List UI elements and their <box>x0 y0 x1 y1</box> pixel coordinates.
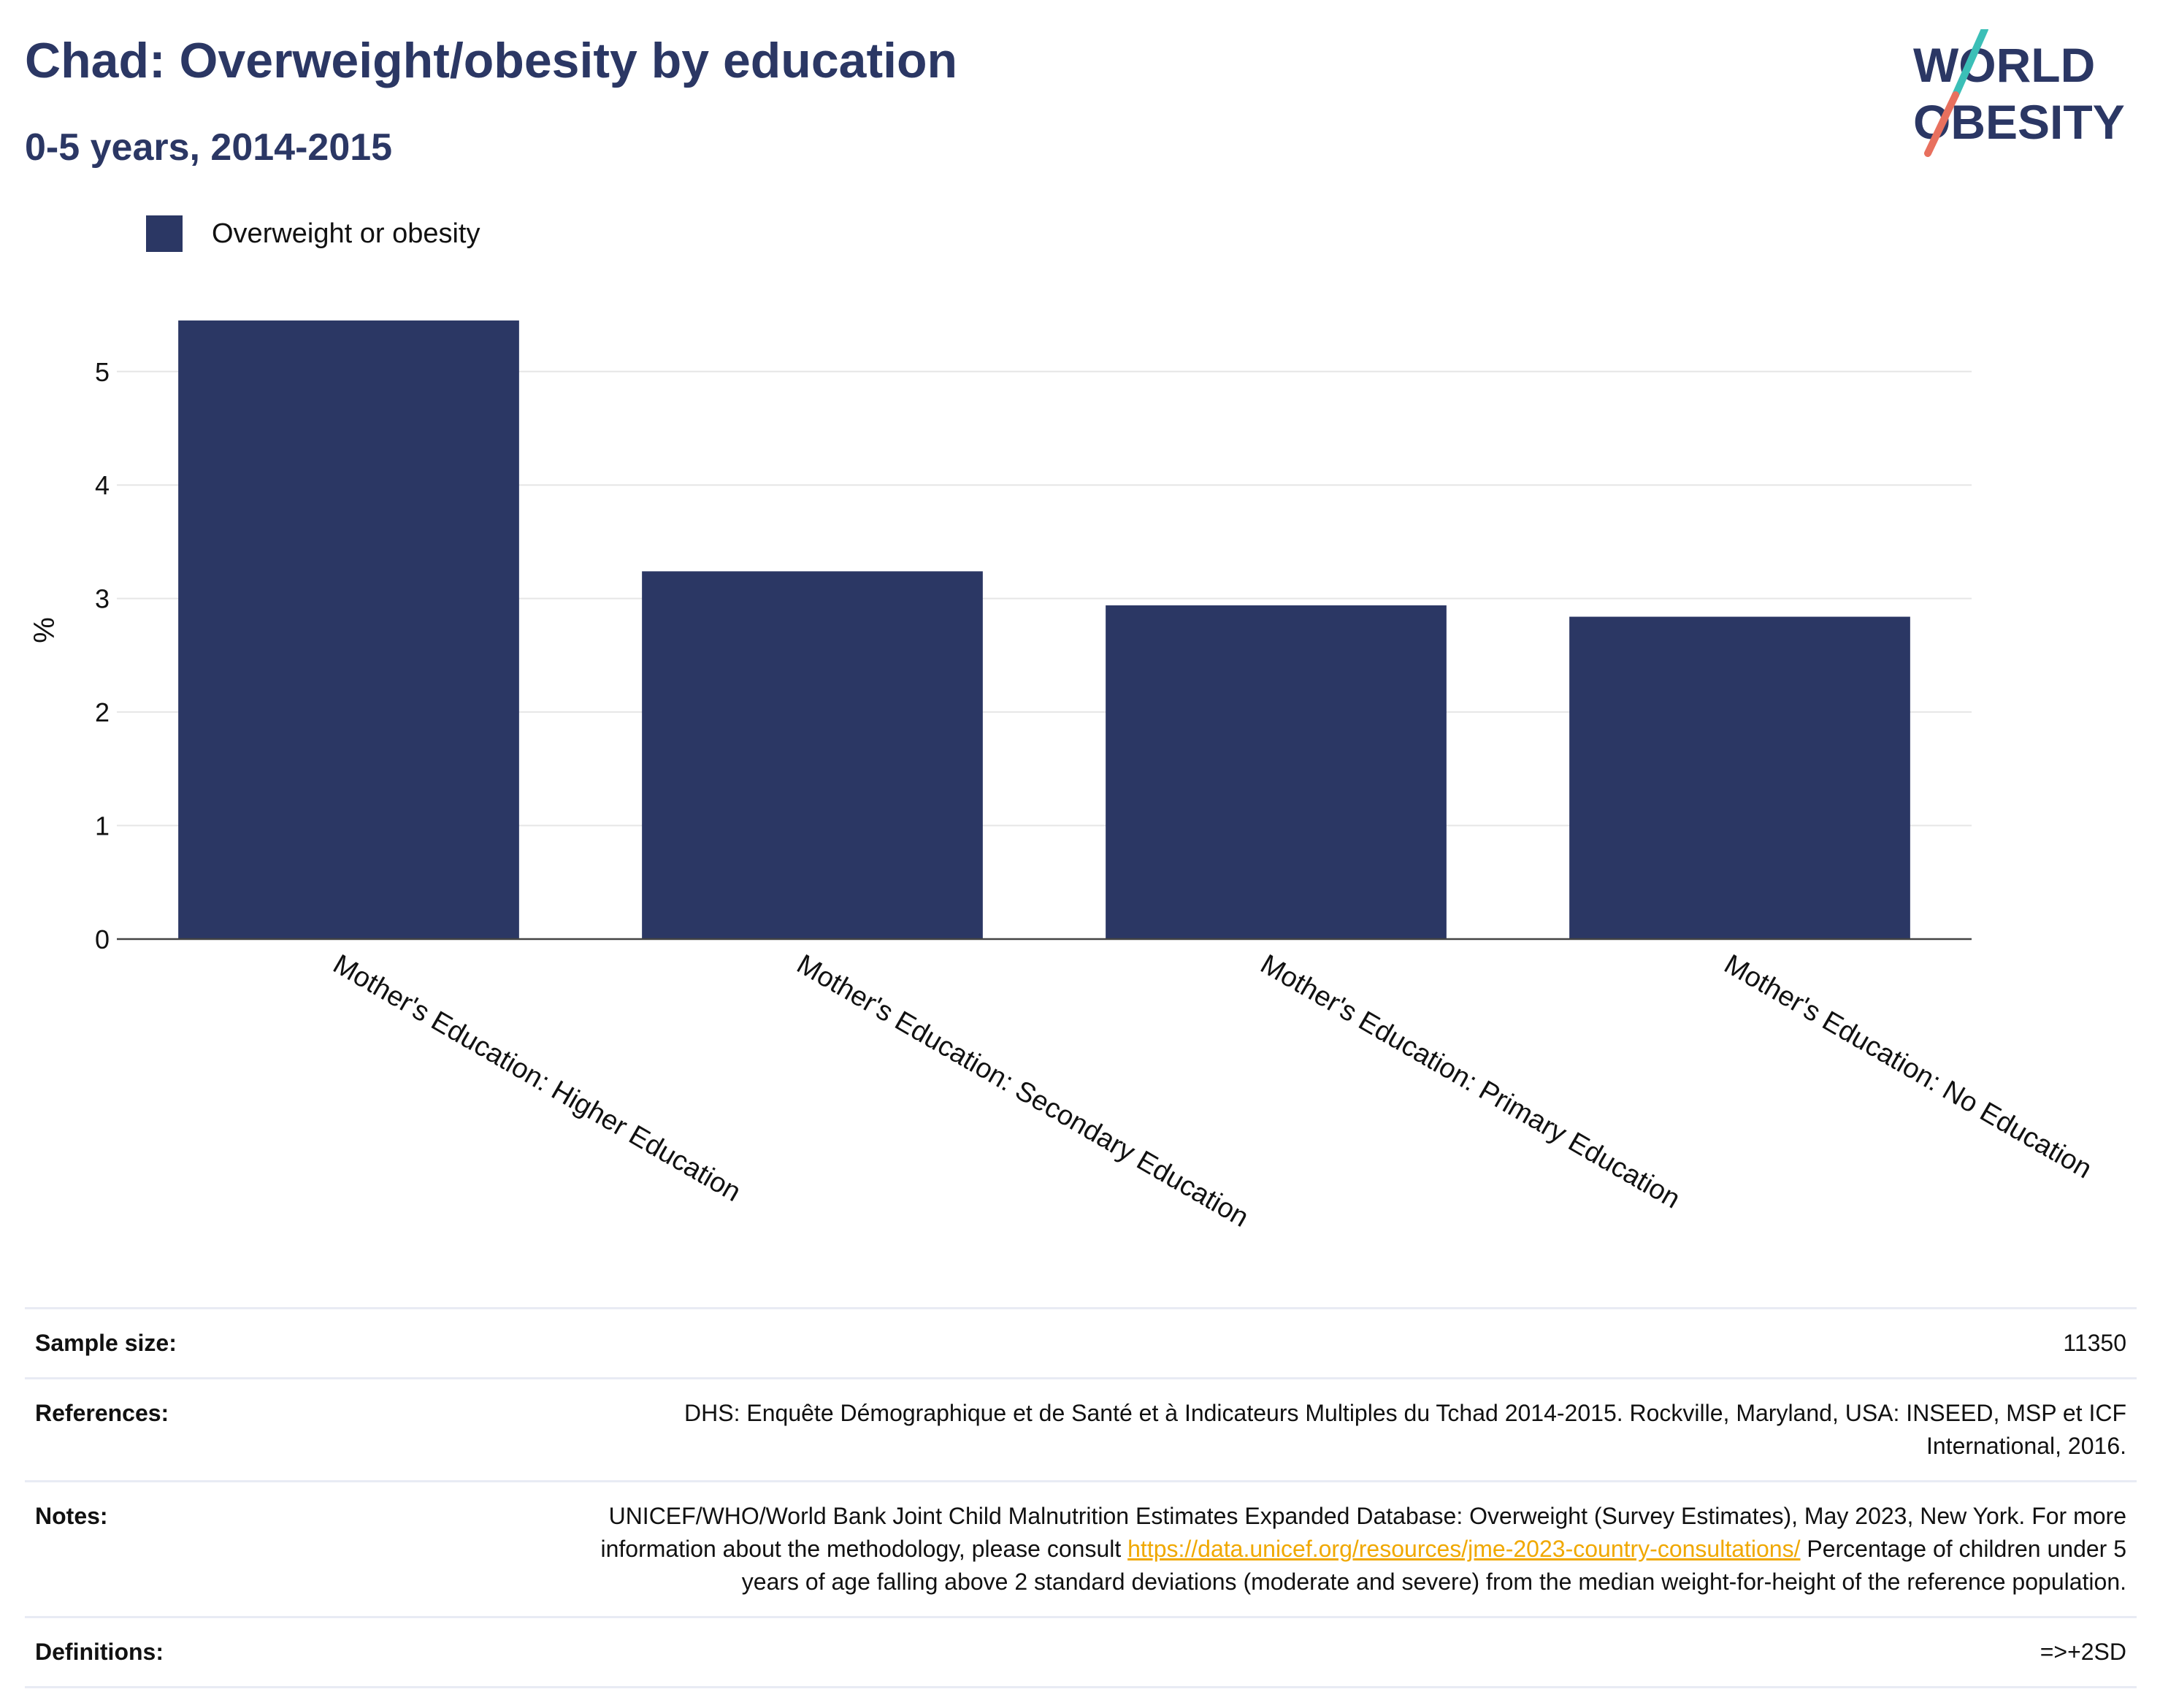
definitions-label: Definitions: <box>35 1639 164 1665</box>
metadata-table: Sample size: 11350 References: DHS: Enqu… <box>25 1307 2137 1688</box>
logo-line1: WORLD <box>1913 38 2095 92</box>
notes-label: Notes: <box>35 1503 108 1529</box>
bar-chart: 0 1 2 3 4 5% Mother's Education: Higher Educat… <box>28 320 2097 1233</box>
y-tick-label: 0 <box>95 924 110 954</box>
notes-row: Notes: UNICEF/WHO/World Bank Joint Child… <box>25 1480 2137 1616</box>
y-tick-label: 2 <box>95 697 110 727</box>
chart-legend: Overweight or obesity <box>146 215 480 252</box>
references-row: References: DHS: Enquête Démographique e… <box>25 1377 2137 1480</box>
x-tick-label: Mother's Education: Secondary Education <box>792 949 1254 1233</box>
references-label: References: <box>35 1400 169 1426</box>
world-obesity-logo: WORLD OBESITY <box>1913 29 2125 157</box>
definitions-value: =>+2SD <box>2040 1639 2126 1665</box>
x-tick-label: Mother's Education: Higher Education <box>328 949 746 1208</box>
y-tick-label: 3 <box>95 584 110 614</box>
chart-subtitle: 0-5 years, 2014-2015 <box>25 126 393 169</box>
x-tick-label: Mother's Education: No Education <box>1719 949 2097 1184</box>
y-tick-label: 5 <box>95 357 110 387</box>
y-axis-label: % <box>28 617 61 643</box>
references-value: DHS: Enquête Démographique et de Santé e… <box>684 1400 2126 1459</box>
x-tick-label: Mother's Education: Primary Education <box>1255 949 1685 1214</box>
bar <box>178 320 519 940</box>
bar <box>1106 605 1447 939</box>
definitions-row: Definitions: =>+2SD <box>25 1616 2137 1688</box>
sample-size-row: Sample size: 11350 <box>25 1307 2137 1377</box>
notes-text-before: UNICEF/WHO/World Bank Joint Child Malnut… <box>600 1503 2126 1562</box>
notes-link[interactable]: https://data.unicef.org/resources/jme-20… <box>1127 1536 1801 1562</box>
legend-label: Overweight or obesity <box>212 218 480 249</box>
legend-swatch <box>146 215 183 252</box>
bar <box>1569 616 1910 939</box>
y-tick-label: 1 <box>95 811 110 841</box>
sample-size-value: 11350 <box>2063 1330 2126 1356</box>
notes-text-after: Percentage of children under 5 years of … <box>741 1536 2126 1595</box>
chart-title: Chad: Overweight/obesity by education <box>25 33 958 88</box>
notes-value: UNICEF/WHO/World Bank Joint Child Malnut… <box>593 1500 2126 1598</box>
bar <box>642 571 983 939</box>
sample-size-label: Sample size: <box>35 1330 177 1356</box>
y-tick-label: 4 <box>95 470 110 500</box>
